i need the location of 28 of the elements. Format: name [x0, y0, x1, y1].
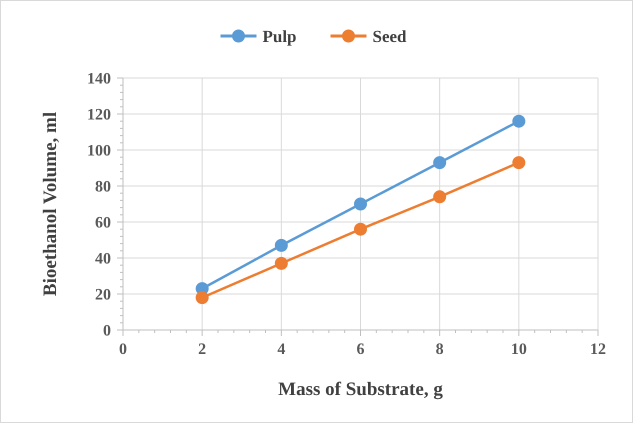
point [354, 222, 367, 236]
x-tick-label: 8 [436, 341, 444, 358]
legend-label: Seed [372, 26, 408, 46]
y-tick-label: 20 [95, 286, 111, 304]
y-tick-label: 140 [87, 70, 111, 88]
point [354, 198, 367, 210]
y-tick-label: 100 [87, 142, 111, 160]
point [512, 156, 526, 170]
x-axis-title: Mass of Substrate, g [278, 379, 444, 400]
y-tick-label: 120 [87, 106, 111, 124]
y-tick-label: 40 [95, 250, 111, 268]
point [274, 256, 288, 270]
x-tick-label: 4 [277, 341, 286, 358]
x-tick-label: 2 [198, 341, 206, 358]
point [274, 238, 288, 252]
x-tick-label: 0 [119, 341, 127, 358]
y-axis-title: Bioethanol Volume, ml [40, 112, 61, 296]
y-tick-label: 60 [95, 214, 111, 232]
y-tick-label: 80 [95, 178, 111, 196]
y-tick-label: 0 [103, 322, 111, 340]
point [433, 156, 446, 170]
point [433, 190, 446, 204]
x-tick-label: 6 [356, 341, 364, 358]
x-tick-label: 10 [510, 341, 527, 358]
x-tick-label: 12 [590, 341, 606, 358]
point [196, 291, 209, 304]
point [512, 114, 526, 128]
legend-label: Pulp [262, 26, 297, 46]
